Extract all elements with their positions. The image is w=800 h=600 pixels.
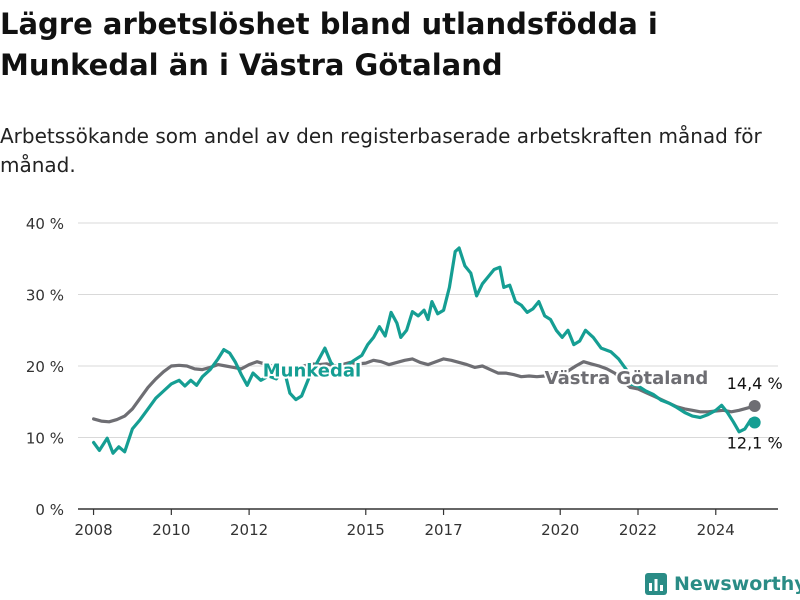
chart-subtitle: Arbetssökande som andel av den registerb… bbox=[0, 124, 762, 177]
x-tick-label: 2024 bbox=[697, 521, 735, 539]
x-tick-label: 2012 bbox=[230, 521, 268, 539]
x-tick-label: 2022 bbox=[619, 521, 657, 539]
y-tick-label: 20 % bbox=[26, 358, 64, 376]
series-name-label: Västra Götaland bbox=[545, 368, 709, 389]
y-tick-label: 0 % bbox=[35, 501, 64, 519]
series-name-label: Munkedal bbox=[263, 361, 361, 382]
brand-logo: Newsworthy bbox=[645, 569, 800, 599]
series-labels: Munkedal Västra Götaland 12,1 % 14,4 % bbox=[261, 359, 783, 453]
x-tick-label: 2008 bbox=[74, 521, 112, 539]
series-end-value-label: 12,1 % bbox=[727, 433, 783, 452]
x-tick-label: 2015 bbox=[347, 521, 385, 539]
series-end-point bbox=[748, 400, 761, 413]
x-tick-label: 2020 bbox=[541, 521, 579, 539]
x-axis: 2008 2010 2012 2015 2017 2020 2022 2024 bbox=[74, 508, 778, 539]
x-tick-label: 2010 bbox=[152, 521, 190, 539]
chart-title: Lägre arbetslöshet bland utlandsfödda i … bbox=[0, 7, 658, 82]
x-tick-label: 2017 bbox=[424, 521, 462, 539]
bar-chart-icon bbox=[645, 573, 667, 595]
y-tick-label: 40 % bbox=[26, 215, 64, 233]
y-tick-label: 30 % bbox=[26, 287, 64, 305]
series-lines bbox=[92, 246, 761, 455]
y-tick-label: 10 % bbox=[26, 430, 64, 448]
series-line-munkedal bbox=[92, 246, 757, 455]
series-end-point bbox=[748, 416, 761, 429]
y-axis-ticks: 0 % 10 % 20 % 30 % 40 % bbox=[26, 215, 64, 519]
series-end-value-label: 14,4 % bbox=[727, 374, 783, 393]
brand-name: Newsworthy bbox=[674, 573, 800, 595]
